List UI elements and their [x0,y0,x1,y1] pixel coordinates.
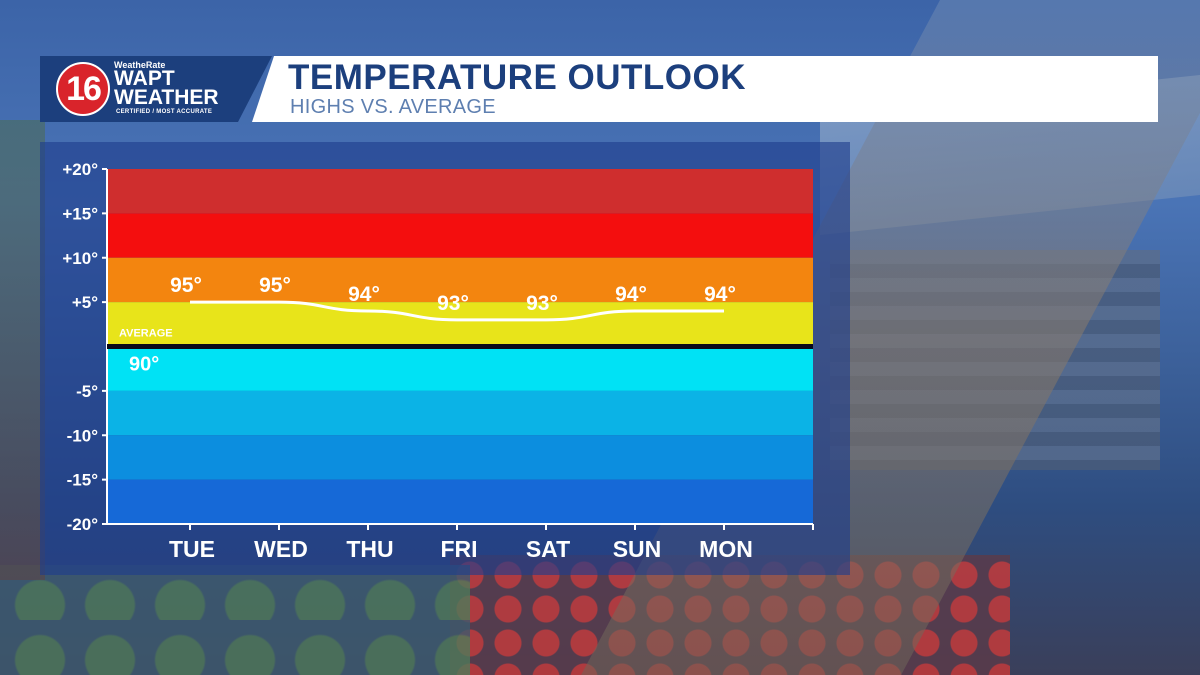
band-7 [107,479,813,524]
logo-certified: CERTIFIED / MOST ACCURATE [116,109,213,115]
high-label-mon: 94° [704,283,736,306]
x-label-thu: THU [346,536,393,562]
x-label-tue: TUE [169,536,215,562]
y-tick-label: -5° [76,382,98,401]
x-label-fri: FRI [440,536,477,562]
logo-wapt: WAPT [114,67,175,90]
y-tick-label: -20° [67,515,99,534]
chart-panel: AVERAGE 90° 95° 95° 94° 93° 93° 94° 94° TUE WED T… [40,142,850,575]
band-1 [107,213,813,258]
high-label-fri: 93° [437,292,469,315]
band-2 [107,257,813,303]
x-label-wed: WED [254,536,308,562]
y-tick-label: -10° [67,426,99,445]
logo-weatherate: WeatheRate [114,60,166,70]
y-tick-label: +20° [62,160,98,179]
average-line-group: AVERAGE 90° [107,328,813,376]
y-tick-label: +15° [62,204,98,223]
color-bands [107,169,813,524]
x-label-mon: MON [699,536,753,562]
x-label-sun: SUN [613,536,662,562]
band-6 [107,435,813,480]
highs-series [189,300,725,322]
station-logo: 16 WeatheRate WAPT WEATHER CERTIFIED / M… [40,56,238,122]
title-bar [252,56,1158,122]
band-0 [107,169,813,214]
high-label-thu: 94° [348,283,380,306]
high-label-tue: 95° [170,274,202,297]
high-label-sat: 93° [526,292,558,315]
x-label-sat: SAT [526,536,570,562]
y-tick-label: +5° [72,293,98,312]
y-axis-labels: +20° +15° +10° +5° -5° -10° -15° -20° [62,160,98,534]
data-labels: 95° 95° 94° 93° 93° 94° 94° [170,274,736,315]
header-banner: 16 WeatheRate WAPT WEATHER CERTIFIED / M… [40,56,1158,122]
background-greens [0,565,470,675]
average-value-label: 90° [129,354,159,376]
band-5 [107,390,813,436]
y-tick-label: +10° [62,249,98,268]
high-label-wed: 95° [259,274,291,297]
logo-weather: WEATHER [114,86,219,109]
y-tick-label: -15° [67,471,99,490]
average-label: AVERAGE [119,328,173,340]
page-subtitle: HIGHS VS. AVERAGE [290,96,496,118]
page-title: TEMPERATURE OUTLOOK [288,58,747,97]
high-label-sun: 94° [615,283,647,306]
band-4 [107,346,813,391]
background-left-stall [0,120,45,580]
x-axis-labels: TUE WED THU FRI SAT SUN MON [169,536,753,562]
logo-channel-number: 16 [56,62,110,116]
